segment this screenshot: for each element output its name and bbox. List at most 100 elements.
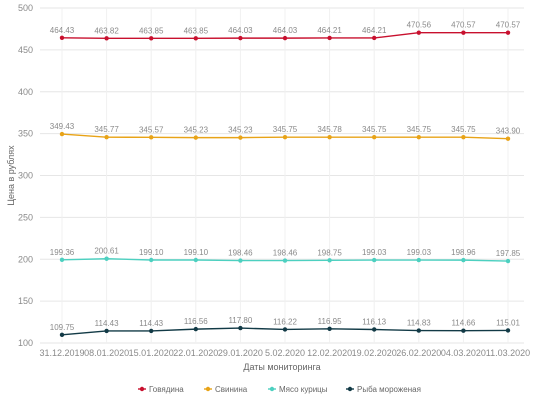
data-label: 199.03	[362, 248, 387, 257]
x-tick-label: 04.03.2020	[441, 348, 486, 358]
legend-label: Рыба мороженая	[357, 385, 421, 394]
y-tick-label: 250	[18, 212, 33, 222]
x-tick-label: 5.02.2020	[265, 348, 305, 358]
data-point[interactable]	[149, 36, 154, 41]
x-tick-label: 15.01.2020	[129, 348, 174, 358]
data-point[interactable]	[372, 134, 377, 140]
data-point[interactable]	[238, 135, 243, 140]
data-label: 345.23	[184, 126, 209, 135]
data-point[interactable]	[193, 257, 198, 263]
data-label: 463.85	[184, 26, 209, 35]
x-tick-label: 11.03.2020	[486, 348, 530, 358]
series-2: 199.36 200.61 199.10 199.10 198.46 198.46 198.…	[50, 247, 521, 264]
data-label: 116.13	[362, 317, 386, 326]
x-tick-label: 08.01.2020	[84, 348, 129, 358]
data-point[interactable]	[193, 326, 198, 332]
data-label: 199.10	[139, 248, 164, 257]
y-tick-label: 450	[18, 45, 33, 55]
data-point[interactable]	[282, 35, 288, 41]
data-point[interactable]	[505, 136, 511, 141]
data-label: 464.03	[273, 26, 298, 35]
legend-item[interactable]: Говядина	[138, 385, 184, 394]
data-point[interactable]	[372, 327, 377, 332]
data-point[interactable]	[327, 326, 332, 332]
legend-swatch-dot	[205, 386, 211, 392]
data-point[interactable]	[59, 332, 65, 338]
data-point[interactable]	[238, 325, 243, 331]
legend-label: Мясо курицы	[279, 385, 328, 394]
x-tick-label: 12.02.2020	[307, 348, 352, 358]
data-point[interactable]	[104, 328, 109, 334]
series-3: 109.75 114.43 114.43 116.56 117.80 116.22 116.…	[50, 316, 520, 338]
data-point[interactable]	[149, 257, 154, 263]
data-label: 115.01	[496, 318, 520, 327]
data-label: 345.75	[362, 125, 387, 134]
data-point[interactable]	[505, 258, 511, 264]
data-point[interactable]	[505, 30, 511, 35]
legend[interactable]: Говядина Свинина Мясо курицы Рыба мороженая	[138, 385, 421, 394]
data-point[interactable]	[416, 257, 421, 263]
data-label: 464.43	[50, 26, 75, 35]
x-axis-title: Даты мониторинга	[243, 362, 320, 372]
data-point[interactable]	[461, 30, 466, 35]
data-point[interactable]	[327, 258, 332, 263]
data-point[interactable]	[193, 36, 198, 41]
data-point[interactable]	[238, 35, 243, 41]
data-point[interactable]	[461, 134, 466, 140]
data-point[interactable]	[104, 134, 109, 140]
y-tick-label: 100	[18, 338, 33, 348]
data-label: 464.03	[228, 26, 253, 35]
y-tick-label: 500	[18, 3, 33, 13]
data-label: 109.75	[50, 323, 75, 332]
data-point[interactable]	[461, 328, 466, 333]
data-label: 464.21	[362, 26, 387, 35]
legend-swatch-dot	[269, 386, 275, 392]
data-point[interactable]	[372, 257, 377, 263]
data-label: 343.90	[496, 127, 521, 136]
data-point[interactable]	[282, 327, 288, 332]
data-point[interactable]	[327, 35, 332, 41]
data-label: 345.78	[317, 125, 342, 134]
data-point[interactable]	[372, 35, 377, 41]
data-label: 114.43	[139, 319, 163, 328]
legend-item[interactable]: Мясо курицы	[268, 385, 328, 394]
data-point[interactable]	[282, 134, 288, 140]
data-point[interactable]	[238, 258, 243, 263]
legend-swatch-dot	[347, 386, 353, 392]
legend-swatch-dot	[139, 386, 145, 392]
x-tick-label: 31.12.2019	[39, 348, 84, 358]
data-point[interactable]	[505, 328, 511, 333]
data-point[interactable]	[282, 258, 288, 263]
legend-item[interactable]: Рыба мороженая	[346, 385, 421, 394]
data-label: 199.03	[407, 248, 432, 257]
data-label: 463.85	[139, 26, 164, 35]
data-label: 345.75	[451, 125, 476, 134]
data-point[interactable]	[416, 134, 421, 140]
data-label: 345.75	[273, 125, 298, 134]
data-label: 198.75	[317, 248, 342, 257]
series-group: 464.43 463.82 463.85 463.85 464.03 464.03 464.…	[50, 21, 521, 338]
data-point[interactable]	[416, 328, 421, 333]
data-point[interactable]	[104, 36, 109, 41]
data-point[interactable]	[104, 256, 109, 261]
data-point[interactable]	[149, 328, 154, 334]
y-tick-label: 150	[18, 296, 33, 306]
data-label: 470.56	[407, 21, 432, 30]
data-label: 199.10	[184, 248, 209, 257]
data-label: 114.83	[407, 319, 431, 328]
data-label: 197.85	[496, 249, 521, 258]
legend-item[interactable]: Свинина	[204, 385, 248, 394]
y-tick-label: 200	[18, 254, 33, 264]
data-point[interactable]	[461, 257, 466, 263]
data-point[interactable]	[59, 131, 65, 137]
y-axis-title: Цена в рублях	[6, 145, 16, 206]
y-axis-ticks: 100 150 200 250 300 350 400 450 500	[18, 3, 33, 348]
data-point[interactable]	[59, 257, 65, 262]
data-point[interactable]	[59, 35, 65, 40]
data-point[interactable]	[416, 30, 421, 35]
data-point[interactable]	[149, 135, 154, 140]
data-point[interactable]	[193, 135, 198, 140]
data-point[interactable]	[327, 134, 332, 140]
x-tick-label: 19.02.2020	[352, 348, 397, 358]
